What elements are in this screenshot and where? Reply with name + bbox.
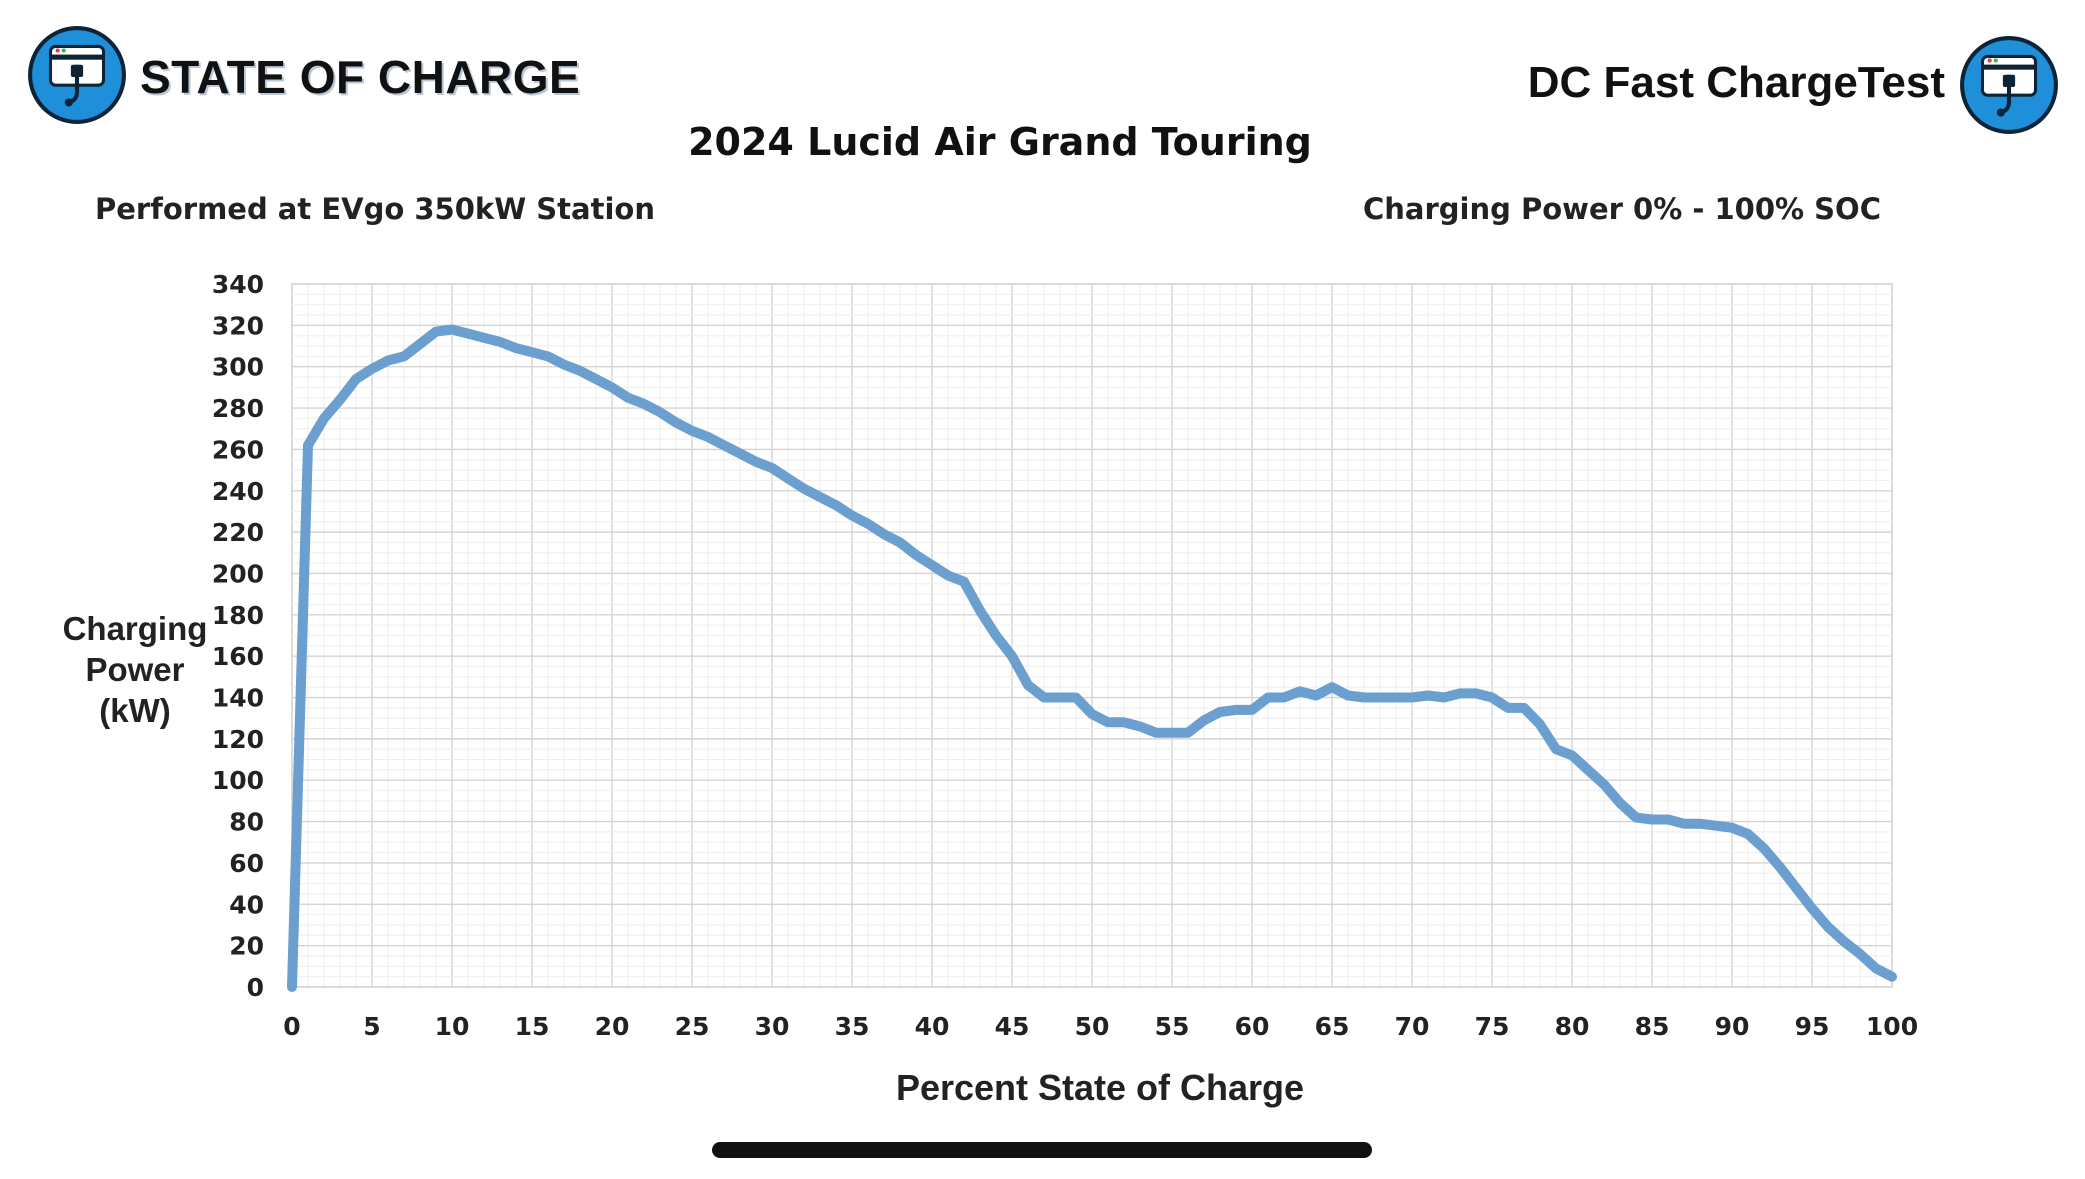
y-tick-label: 260	[212, 435, 264, 464]
x-tick-label: 90	[1715, 1012, 1750, 1041]
x-tick-label: 75	[1475, 1012, 1510, 1041]
x-tick-label: 35	[835, 1012, 870, 1041]
y-tick-label: 120	[212, 725, 264, 754]
y-tick-label: 320	[212, 311, 264, 340]
y-tick-label: 0	[247, 973, 264, 1002]
x-tick-label: 0	[283, 1012, 300, 1041]
y-tick-label: 300	[212, 353, 264, 382]
y-tick-label: 140	[212, 684, 264, 713]
y-tick-label: 60	[229, 849, 264, 878]
x-tick-label: 30	[755, 1012, 790, 1041]
x-tick-label: 45	[995, 1012, 1030, 1041]
x-tick-label: 85	[1635, 1012, 1670, 1041]
x-tick-label: 55	[1155, 1012, 1190, 1041]
y-tick-label: 20	[229, 932, 264, 961]
y-axis-label: Power	[85, 651, 184, 688]
y-tick-label: 220	[212, 518, 264, 547]
brand-name: STATE OF CHARGE	[140, 51, 581, 103]
x-tick-label: 5	[363, 1012, 380, 1041]
brand-test-label: DC Fast ChargeTest	[1527, 58, 1945, 107]
y-tick-label: 280	[212, 394, 264, 423]
x-tick-label: 20	[595, 1012, 630, 1041]
y-tick-label: 160	[212, 642, 264, 671]
y-tick-label: 240	[212, 477, 264, 506]
x-tick-label: 80	[1555, 1012, 1590, 1041]
y-tick-label: 200	[212, 559, 264, 588]
y-axis-label: (kW)	[99, 692, 170, 729]
range-subtitle: Charging Power 0% - 100% SOC	[1362, 192, 1881, 226]
x-tick-label: 60	[1235, 1012, 1270, 1041]
station-subtitle: Performed at EVgo 350kW Station	[95, 192, 655, 226]
x-tick-label: 70	[1395, 1012, 1430, 1041]
y-tick-label: 100	[212, 766, 264, 795]
x-tick-label: 40	[915, 1012, 950, 1041]
y-tick-label: 340	[212, 270, 264, 299]
x-tick-label: 95	[1795, 1012, 1830, 1041]
y-tick-label: 80	[229, 808, 264, 837]
series-line	[287, 324, 1897, 992]
x-tick-label: 25	[675, 1012, 710, 1041]
y-tick-label: 40	[229, 890, 264, 919]
chart-title: 2024 Lucid Air Grand Touring	[688, 120, 1312, 164]
x-tick-label: 65	[1315, 1012, 1350, 1041]
x-tick-label: 10	[435, 1012, 470, 1041]
x-tick-label: 50	[1075, 1012, 1110, 1041]
x-tick-label: 100	[1866, 1012, 1918, 1041]
home-indicator[interactable]	[712, 1142, 1372, 1158]
y-tick-label: 180	[212, 601, 264, 630]
ev-charger-plug-icon	[28, 26, 126, 124]
y-axis-label: Charging	[63, 610, 208, 647]
x-tick-label: 15	[515, 1012, 550, 1041]
ev-charger-plug-icon	[1960, 36, 2058, 134]
x-axis-label: Percent State of Charge	[896, 1067, 1304, 1108]
